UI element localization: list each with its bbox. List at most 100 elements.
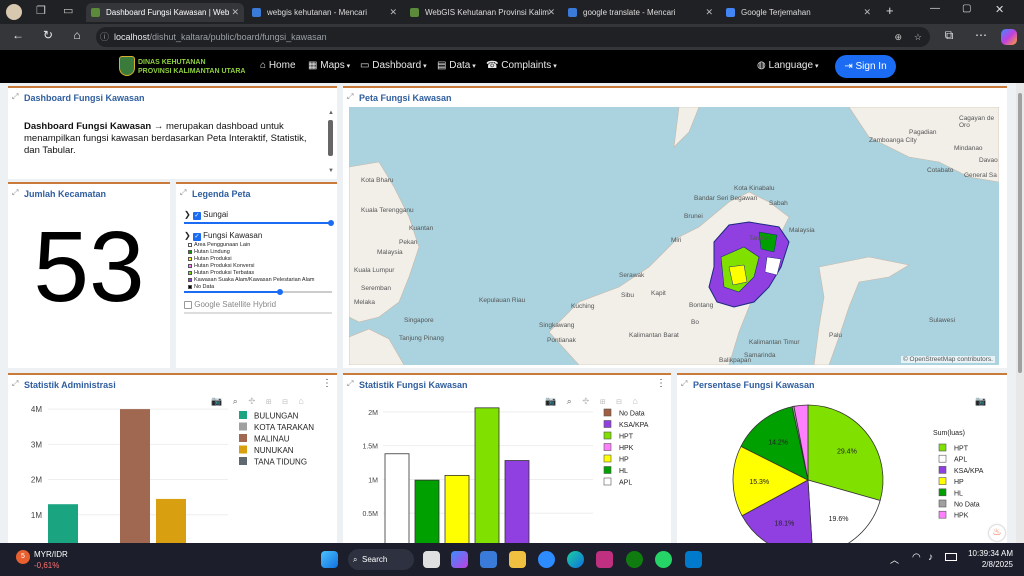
task-view-icon[interactable] xyxy=(423,551,440,568)
back-icon[interactable]: ← xyxy=(12,28,24,42)
opacity-slider[interactable] xyxy=(184,220,334,226)
close-tab-icon[interactable]: ✕ xyxy=(705,7,713,17)
store-icon[interactable] xyxy=(480,551,497,568)
pie-chart: 29.4% 19.6% 18.1% 15.3% 14.2% Sum(luas) HPT APL… xyxy=(732,404,984,545)
opacity-slider[interactable] xyxy=(184,289,332,295)
file-explorer-icon[interactable] xyxy=(509,551,526,568)
expand-icon[interactable]: ⤢ xyxy=(12,92,19,101)
vscode-icon[interactable] xyxy=(685,551,702,568)
close-tab-icon[interactable]: ✕ xyxy=(547,7,555,17)
expand-icon[interactable]: ⤢ xyxy=(347,379,354,388)
fungsi-kawasan-polygon xyxy=(728,264,748,286)
pie-slice xyxy=(740,406,809,481)
chart-modebar[interactable]: 📷 ⌕ ✥ ⊞ ⊟ ⌂ xyxy=(545,396,642,406)
layer-satellite[interactable]: Google Satellite Hybrid xyxy=(184,300,276,309)
layer-fungsi[interactable]: ❯ ✓ Fungsi Kawasan xyxy=(184,231,262,241)
close-window-icon[interactable]: ✕ xyxy=(995,4,1005,16)
zoom-app-icon[interactable] xyxy=(538,551,555,568)
language-dropdown[interactable]: ◍ Language ▾ xyxy=(757,60,818,71)
nav-complaints[interactable]: ☎ Complaints ▾ xyxy=(486,60,557,71)
favorite-star-icon[interactable]: ☆ xyxy=(913,32,922,42)
profile-avatar[interactable] xyxy=(6,4,22,20)
url-path: /dishut_kaltara/public/board/fungsi_kawa… xyxy=(149,32,327,42)
chevron-right-icon[interactable]: ❯ xyxy=(184,210,193,219)
copilot-icon[interactable] xyxy=(1001,29,1017,45)
tray-chevron-icon[interactable]: ︿ xyxy=(890,555,900,565)
place-label: Kota Kinabalu xyxy=(734,185,775,192)
close-tab-icon[interactable]: ✕ xyxy=(389,7,397,17)
opacity-slider[interactable] xyxy=(184,312,332,314)
checkbox-checked-icon[interactable]: ✓ xyxy=(192,212,201,220)
close-tab-icon[interactable]: ✕ xyxy=(863,7,871,17)
home-icon[interactable]: ⌂ xyxy=(73,28,81,42)
tab-dashboard[interactable]: Dashboard Fungsi Kawasan | Web ✕ xyxy=(86,3,244,22)
chevron-down-icon[interactable]: ❯ xyxy=(184,231,193,240)
tab-webgis-search[interactable]: webgis kehutanan - Mencari ✕ xyxy=(247,3,402,22)
xbox-icon[interactable] xyxy=(626,551,643,568)
menu-dots-icon[interactable]: ⋮ xyxy=(656,378,666,389)
close-tab-icon[interactable]: ✕ xyxy=(231,7,239,17)
place-label: Kuala Terengganu xyxy=(361,207,414,214)
clock[interactable]: 10:39:34 AM 2/8/2025 xyxy=(963,549,1013,569)
nav-dashboard[interactable]: ▭ Dashboard ▾ xyxy=(360,60,427,71)
menu-dots-icon[interactable]: ⋮ xyxy=(322,378,332,389)
more-icon[interactable]: ⋯ xyxy=(975,28,987,42)
dashboard-page: ⤢ Dashboard Fungsi Kawasan Dashboard Fun… xyxy=(0,83,1016,545)
reload-icon[interactable]: ↻ xyxy=(42,28,54,42)
site-info-icon[interactable]: ⓘ xyxy=(100,32,110,42)
layer-sungai[interactable]: ❯ ✓ Sungai xyxy=(184,210,228,220)
nav-data[interactable]: ▤ Data ▾ xyxy=(437,60,476,71)
expand-icon[interactable]: ⤢ xyxy=(180,188,187,197)
battery-icon[interactable] xyxy=(945,553,957,561)
expand-icon[interactable]: ⤢ xyxy=(681,379,688,388)
expand-icon[interactable]: ⤢ xyxy=(347,92,354,101)
url-input[interactable]: ⓘ localhost/dishut_kaltara/public/board/… xyxy=(96,27,930,47)
photos-icon[interactable] xyxy=(596,551,613,568)
whatsapp-icon[interactable] xyxy=(655,551,672,568)
checkbox-checked-icon[interactable]: ✓ xyxy=(192,233,201,241)
ticker-badge-icon: 5 xyxy=(16,550,30,564)
admin-chart-card: ⤢ Statistik Administrasi ⋮ 📷 ⌕ ✥ ⊞ ⊟ ⌂ 1… xyxy=(8,373,337,545)
ticker-name: MYR/IDR xyxy=(34,550,68,559)
expand-icon[interactable]: ⤢ xyxy=(12,188,19,197)
chart-modebar[interactable]: 📷 ⌕ ✥ ⊞ ⊟ ⌂ xyxy=(211,396,308,406)
windows-start-icon[interactable] xyxy=(321,551,338,568)
tab-translate-search[interactable]: google translate - Mencari ✕ xyxy=(563,3,718,22)
place-label: Bo xyxy=(691,319,699,326)
nav-maps[interactable]: ▦ Maps ▾ xyxy=(308,60,350,71)
legend-label: HP xyxy=(619,457,629,464)
tab-webgis[interactable]: WebGIS Kehutanan Provinsi Kalim ✕ xyxy=(405,3,560,22)
ticker-widget[interactable]: 5 MYR/IDR -0,61% xyxy=(12,548,102,572)
legend-label: NUNUKAN xyxy=(254,446,294,455)
maximize-icon[interactable]: ▢ xyxy=(962,3,972,14)
page-scrollbar[interactable] xyxy=(1016,83,1024,543)
fire-icon[interactable]: ♨ xyxy=(989,525,1005,541)
volume-icon[interactable]: ♪ xyxy=(928,552,933,563)
tab-actions-icon[interactable]: ▭ xyxy=(63,5,74,17)
sign-in-button[interactable]: ⇥ Sign In xyxy=(835,55,896,78)
tab-google-translate[interactable]: Google Terjemahan ✕ xyxy=(721,3,876,22)
taskbar-search[interactable]: ⌕ Search xyxy=(348,549,414,570)
ytick-label: 0.5M xyxy=(362,511,378,518)
zoom-icon[interactable]: ⊕ xyxy=(894,32,902,42)
card-title: Dashboard Fungsi Kawasan xyxy=(24,93,145,103)
wifi-icon[interactable]: ◠ xyxy=(912,552,921,563)
checkbox-unchecked-icon[interactable] xyxy=(184,300,192,309)
extensions-icon[interactable]: ⧉ xyxy=(944,28,954,42)
workspaces-icon[interactable]: ❐ xyxy=(36,5,46,17)
expand-icon[interactable]: ⤢ xyxy=(12,379,19,388)
nav-home[interactable]: ⌂ Home xyxy=(260,60,296,71)
chart-modebar[interactable]: 📷 xyxy=(975,396,991,406)
edge-icon[interactable] xyxy=(567,551,584,568)
bar xyxy=(384,453,410,545)
minimize-icon[interactable]: — xyxy=(930,3,940,14)
map-view[interactable]: Zamboanga City Cagayan de Oro Mindanao P… xyxy=(349,107,999,365)
copilot-icon[interactable] xyxy=(451,551,468,568)
new-tab-icon[interactable]: + xyxy=(886,3,894,18)
logo-icon[interactable] xyxy=(119,56,135,76)
brand-name[interactable]: DINAS KEHUTANAN PROVINSI KALIMANTAN UTAR… xyxy=(138,58,245,76)
legend-swatch xyxy=(938,510,947,519)
address-bar-row: ← ↻ ⌂ ⓘ localhost/dishut_kaltara/public/… xyxy=(0,24,1024,50)
info-scrollbar[interactable]: ▲ ▼ xyxy=(328,110,334,174)
search-icon: ⌕ xyxy=(353,555,358,564)
